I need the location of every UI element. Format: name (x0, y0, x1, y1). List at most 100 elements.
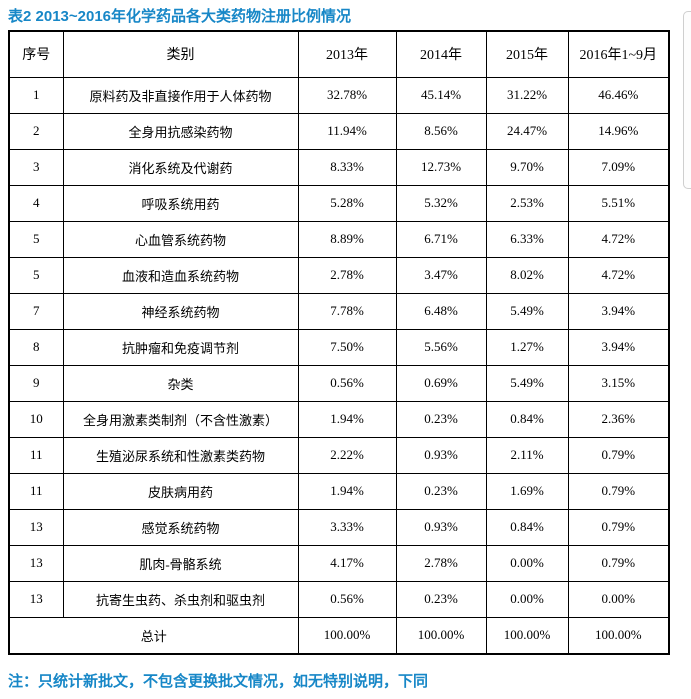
category-cell: 感觉系统药物 (62, 508, 299, 546)
table-row: 2 全身用抗感染药物 11.94% 8.56% 24.47% 14.96% (8, 112, 670, 150)
percentage-cell: 3.94% (567, 328, 670, 366)
percentage-cell: 4.17% (297, 544, 397, 582)
table-header-row: 序号 类别 2013年 2014年 2015年 2016年1~9月 (8, 30, 670, 78)
percentage-cell: 9.70% (485, 148, 569, 186)
category-cell: 消化系统及代谢药 (62, 148, 299, 186)
row-index-cell: 7 (8, 292, 64, 330)
percentage-cell: 11.94% (297, 112, 397, 150)
category-cell: 血液和造血系统药物 (62, 256, 299, 294)
percentage-cell: 4.72% (567, 220, 670, 258)
table-row: 11 生殖泌尿系统和性激素类药物 2.22% 0.93% 2.11% 0.79% (8, 436, 670, 474)
percentage-cell: 3.47% (395, 256, 487, 294)
percentage-cell: 0.23% (395, 472, 487, 510)
table-row: 13 肌肉-骨骼系统 4.17% 2.78% 0.00% 0.79% (8, 544, 670, 582)
percentage-cell: 0.56% (297, 364, 397, 402)
row-index-cell: 8 (8, 328, 64, 366)
table-row: 4 呼吸系统用药 5.28% 5.32% 2.53% 5.51% (8, 184, 670, 222)
table-row: 3 消化系统及代谢药 8.33% 12.73% 9.70% 7.09% (8, 148, 670, 186)
percentage-cell: 0.84% (485, 508, 569, 546)
percentage-cell: 2.36% (567, 400, 670, 438)
percentage-cell: 5.28% (297, 184, 397, 222)
category-cell: 抗寄生虫药、杀虫剂和驱虫剂 (62, 580, 299, 618)
header-category: 类别 (62, 30, 299, 78)
percentage-cell: 24.47% (485, 112, 569, 150)
row-index-cell: 5 (8, 256, 64, 294)
percentage-cell: 5.49% (485, 292, 569, 330)
table-row: 11 皮肤病用药 1.94% 0.23% 1.69% 0.79% (8, 472, 670, 510)
table-body: 1 原料药及非直接作用于人体药物 32.78% 45.14% 31.22% 46.46% 2… (8, 76, 670, 618)
percentage-cell: 0.79% (567, 544, 670, 582)
category-cell: 全身用激素类制剂（不含性激素） (62, 400, 299, 438)
percentage-cell: 8.89% (297, 220, 397, 258)
total-label-cell: 总计 (8, 616, 299, 655)
percentage-cell: 5.51% (567, 184, 670, 222)
category-cell: 杂类 (62, 364, 299, 402)
percentage-cell: 0.23% (395, 580, 487, 618)
total-value-cell: 100.00% (567, 616, 670, 655)
header-index: 序号 (8, 30, 64, 78)
row-index-cell: 13 (8, 508, 64, 546)
percentage-cell: 0.93% (395, 508, 487, 546)
table-row: 13 抗寄生虫药、杀虫剂和驱虫剂 0.56% 0.23% 0.00% 0.00% (8, 580, 670, 618)
percentage-cell: 0.23% (395, 400, 487, 438)
percentage-cell: 4.72% (567, 256, 670, 294)
percentage-cell: 5.32% (395, 184, 487, 222)
percentage-cell: 0.84% (485, 400, 569, 438)
percentage-cell: 2.22% (297, 436, 397, 474)
percentage-cell: 0.79% (567, 472, 670, 510)
percentage-cell: 46.46% (567, 76, 670, 114)
row-index-cell: 5 (8, 220, 64, 258)
category-cell: 全身用抗感染药物 (62, 112, 299, 150)
percentage-cell: 0.93% (395, 436, 487, 474)
total-value-cell: 100.00% (395, 616, 487, 655)
table-row: 10 全身用激素类制剂（不含性激素） 1.94% 0.23% 0.84% 2.36% (8, 400, 670, 438)
table-row: 7 神经系统药物 7.78% 6.48% 5.49% 3.94% (8, 292, 670, 330)
percentage-cell: 2.78% (395, 544, 487, 582)
category-cell: 呼吸系统用药 (62, 184, 299, 222)
category-cell: 神经系统药物 (62, 292, 299, 330)
row-index-cell: 3 (8, 148, 64, 186)
total-value-cell: 100.00% (485, 616, 569, 655)
percentage-cell: 2.11% (485, 436, 569, 474)
side-panel-fragment (683, 11, 691, 189)
percentage-cell: 6.48% (395, 292, 487, 330)
percentage-cell: 6.71% (395, 220, 487, 258)
header-2013: 2013年 (297, 30, 397, 78)
percentage-cell: 0.56% (297, 580, 397, 618)
row-index-cell: 11 (8, 472, 64, 510)
percentage-cell: 8.02% (485, 256, 569, 294)
percentage-cell: 8.56% (395, 112, 487, 150)
percentage-cell: 1.69% (485, 472, 569, 510)
percentage-cell: 45.14% (395, 76, 487, 114)
percentage-cell: 5.49% (485, 364, 569, 402)
row-index-cell: 13 (8, 580, 64, 618)
percentage-cell: 7.78% (297, 292, 397, 330)
percentage-cell: 0.69% (395, 364, 487, 402)
table-row: 13 感觉系统药物 3.33% 0.93% 0.84% 0.79% (8, 508, 670, 546)
percentage-cell: 12.73% (395, 148, 487, 186)
percentage-cell: 8.33% (297, 148, 397, 186)
table-row: 1 原料药及非直接作用于人体药物 32.78% 45.14% 31.22% 46.46% (8, 76, 670, 114)
percentage-cell: 7.09% (567, 148, 670, 186)
category-cell: 肌肉-骨骼系统 (62, 544, 299, 582)
percentage-cell: 0.00% (485, 544, 569, 582)
percentage-cell: 5.56% (395, 328, 487, 366)
total-value-cell: 100.00% (297, 616, 397, 655)
row-index-cell: 9 (8, 364, 64, 402)
percentage-cell: 3.94% (567, 292, 670, 330)
percentage-cell: 0.00% (485, 580, 569, 618)
row-index-cell: 4 (8, 184, 64, 222)
table-row: 8 抗肿瘤和免疫调节剂 7.50% 5.56% 1.27% 3.94% (8, 328, 670, 366)
percentage-cell: 0.79% (567, 508, 670, 546)
percentage-cell: 7.50% (297, 328, 397, 366)
registration-ratio-table: 序号 类别 2013年 2014年 2015年 2016年1~9月 1 原料药及非… (8, 30, 670, 655)
category-cell: 原料药及非直接作用于人体药物 (62, 76, 299, 114)
percentage-cell: 14.96% (567, 112, 670, 150)
percentage-cell: 0.79% (567, 436, 670, 474)
percentage-cell: 3.15% (567, 364, 670, 402)
category-cell: 抗肿瘤和免疫调节剂 (62, 328, 299, 366)
header-2015: 2015年 (485, 30, 569, 78)
percentage-cell: 2.78% (297, 256, 397, 294)
header-2016: 2016年1~9月 (567, 30, 670, 78)
row-index-cell: 11 (8, 436, 64, 474)
